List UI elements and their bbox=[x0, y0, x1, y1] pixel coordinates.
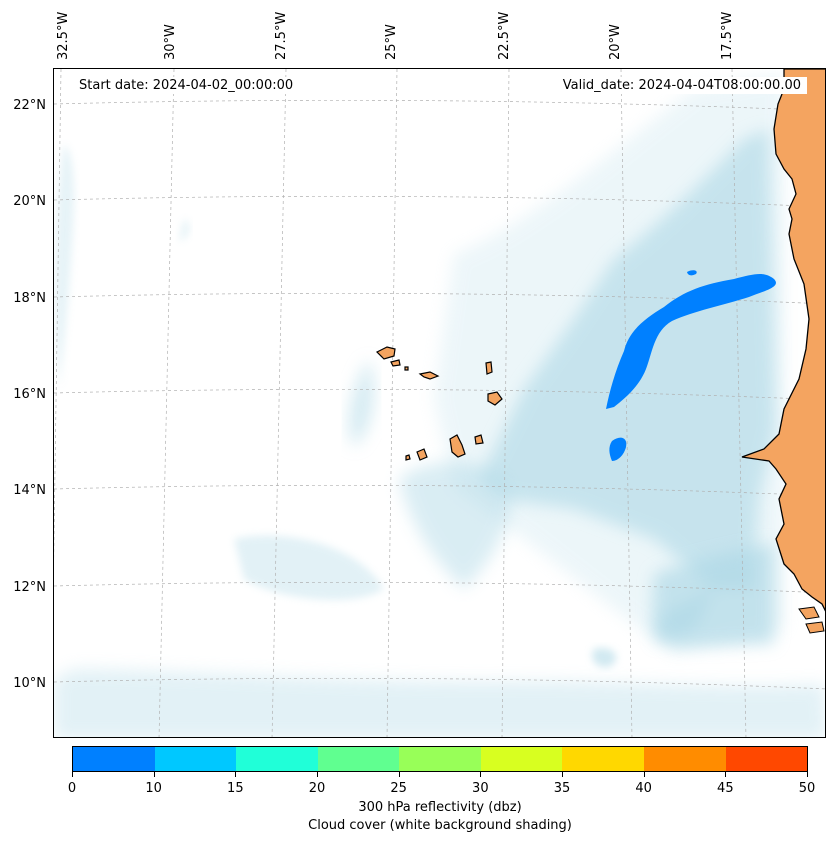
island-santo-antao bbox=[375, 346, 396, 360]
island-sao-nicolau bbox=[418, 371, 440, 380]
lon-label-20w: 20°W bbox=[608, 24, 623, 60]
colorbar-tick bbox=[643, 772, 645, 777]
lat-label-10n: 10°N bbox=[13, 676, 46, 691]
reflectivity-cell-small bbox=[609, 437, 627, 461]
colorbar-tick bbox=[235, 772, 237, 777]
start-date-label: Start date: 2024-04-02_00:00:00 bbox=[73, 77, 300, 94]
gridline-lat-22n bbox=[54, 99, 825, 112]
gridline-lon-25w bbox=[386, 69, 398, 737]
island-fogo bbox=[416, 448, 428, 461]
colorbar bbox=[72, 746, 808, 772]
colorbar-tick bbox=[562, 772, 563, 777]
gridline-lat-10n bbox=[54, 677, 825, 690]
colorbar-label: 300 hPa reflectivity (dbz) bbox=[358, 800, 522, 815]
lon-label-22-5w: 22.5°W bbox=[497, 11, 512, 60]
colorbar-segment bbox=[562, 747, 644, 771]
lon-label-32-5w: 32.5°W bbox=[56, 11, 71, 60]
colorbar-segment bbox=[317, 747, 400, 771]
colorbar-tick-label: 35 bbox=[553, 781, 571, 796]
reflectivity-band bbox=[606, 274, 776, 409]
lon-label-17-5w: 17.5°W bbox=[720, 11, 735, 60]
colorbar-tick bbox=[725, 772, 727, 777]
island-brava bbox=[405, 454, 411, 461]
colorbar-tick-label: 40 bbox=[635, 781, 652, 796]
gridline-lat-20n bbox=[54, 195, 825, 208]
gridline-lon-20w bbox=[620, 69, 633, 737]
cloud-thin-streak-2 bbox=[179, 219, 190, 241]
gridline-lat-16n bbox=[54, 388, 825, 401]
lat-label-16n: 16°N bbox=[13, 387, 46, 402]
colorbar-tick-label: 0 bbox=[67, 781, 77, 796]
gridline-lon-30w bbox=[158, 69, 175, 737]
cloud-thin-streak-1 bbox=[55, 144, 74, 389]
island-santiago bbox=[449, 434, 466, 458]
lat-label-12n: 12°N bbox=[13, 580, 46, 595]
colorbar-tick bbox=[317, 772, 318, 777]
colorbar-tick bbox=[807, 772, 808, 777]
colorbar-segment bbox=[73, 747, 155, 771]
colorbar-tick bbox=[480, 772, 482, 777]
gridline-lon-17-5w bbox=[731, 69, 747, 737]
lat-label-14n: 14°N bbox=[13, 483, 46, 498]
colorbar-tick bbox=[398, 772, 400, 777]
colorbar-segment bbox=[236, 747, 318, 771]
gridline-lon-27-5w bbox=[271, 69, 287, 737]
land-bijagos-islands bbox=[798, 606, 825, 634]
reflectivity-cells bbox=[606, 270, 776, 461]
lon-label-30w: 30°W bbox=[163, 24, 178, 60]
colorbar-sublabel: Cloud cover (white background shading) bbox=[308, 818, 572, 833]
island-sal bbox=[485, 361, 493, 375]
cloud-bottom-band bbox=[54, 669, 825, 737]
colorbar-tick-label: 25 bbox=[390, 781, 407, 796]
colorbar-tick-label: 50 bbox=[798, 781, 816, 796]
island-maio bbox=[474, 434, 484, 445]
land-west-africa bbox=[741, 69, 825, 612]
colorbar-segment bbox=[154, 747, 237, 771]
colorbar-tick-label: 30 bbox=[472, 781, 489, 796]
valid-date-label: Valid_date: 2024-04-04T08:00:00.00 bbox=[556, 77, 807, 94]
lat-label-22n: 22°N bbox=[13, 98, 46, 113]
colorbar-tick-label: 10 bbox=[145, 781, 162, 796]
island-sao-vicente bbox=[390, 359, 401, 367]
colorbar-segment bbox=[399, 747, 481, 771]
lon-label-27-5w: 27.5°W bbox=[274, 11, 289, 60]
colorbar-tick-label: 20 bbox=[308, 781, 326, 796]
cloud-lower-patch bbox=[592, 648, 617, 668]
colorbar-segment bbox=[643, 747, 726, 771]
map-panel bbox=[53, 68, 826, 738]
reflectivity-cell-tiny bbox=[687, 270, 697, 276]
cloud-islands-plume bbox=[399, 462, 511, 589]
colorbar-segment bbox=[480, 747, 563, 771]
gridline-lon-22-5w bbox=[501, 69, 510, 737]
lon-label-25w: 25°W bbox=[384, 24, 399, 60]
colorbar-segment bbox=[725, 747, 808, 771]
cloud-south-patches bbox=[234, 535, 384, 600]
cloud-cover-shading bbox=[54, 74, 825, 737]
colorbar-tick bbox=[153, 772, 155, 777]
cape-verde-islands bbox=[375, 346, 503, 461]
colorbar-tick-label: 45 bbox=[717, 781, 734, 796]
island-santa-luzia bbox=[404, 366, 409, 371]
colorbar-tick-label: 15 bbox=[227, 781, 244, 796]
map-canvas bbox=[54, 69, 825, 737]
gridline-lat-12n bbox=[54, 581, 825, 594]
gridline-lat-14n bbox=[54, 484, 825, 497]
cloud-west-streak bbox=[349, 359, 374, 447]
map-gridlines bbox=[54, 69, 825, 737]
island-boa-vista bbox=[487, 391, 503, 406]
gridline-lon-32-5w bbox=[54, 69, 62, 562]
colorbar-tick bbox=[72, 772, 73, 777]
lat-label-18n: 18°N bbox=[13, 291, 46, 306]
lat-label-20n: 20°N bbox=[13, 194, 46, 209]
